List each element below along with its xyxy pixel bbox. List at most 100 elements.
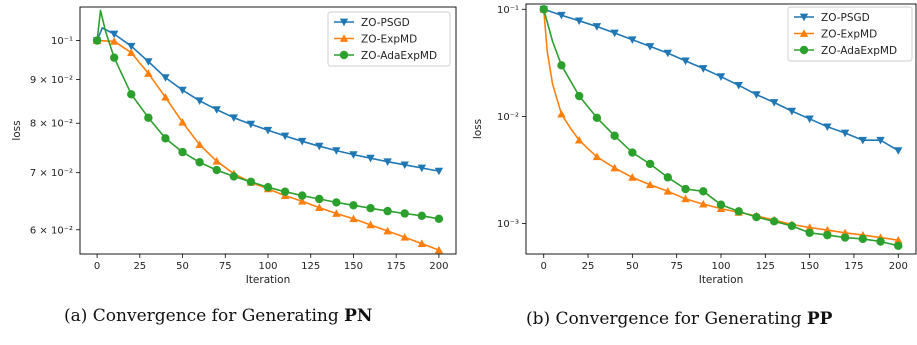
data-point-zo-adaexpmd <box>400 209 409 218</box>
data-point-zo-psgd <box>876 136 885 145</box>
data-point-zo-adaexpmd <box>434 214 444 224</box>
x-tick-label: 50 <box>176 261 189 272</box>
data-point-zo-expmd <box>417 239 427 247</box>
data-point-zo-expmd <box>894 235 903 244</box>
data-point-zo-psgd <box>280 132 290 141</box>
chart-panel-b: 0 25 50 75 100 125 150 175 200 10⁻¹ 10⁻² 10⁻³ Iterat… <box>472 3 917 286</box>
data-point-zo-adaexpmd <box>769 217 779 226</box>
data-point-zo-expmd <box>212 157 221 165</box>
x-axis-label: Iteration <box>699 274 744 286</box>
data-point-zo-adaexpmd <box>127 90 136 99</box>
data-point-zo-psgd <box>127 42 136 51</box>
data-point-zo-psgd <box>246 120 256 129</box>
data-point-zo-adaexpmd <box>417 211 427 221</box>
series-zo-psgd <box>539 5 903 155</box>
figure: 0 25 50 75 100 125 150 175 200 10⁻¹ 9 × 10⁻² 8 × 10… <box>11 3 917 286</box>
data-point-zo-psgd <box>297 137 307 146</box>
legend-marker-zo-adaexpmd <box>339 50 349 60</box>
legend-marker-zo-expmd <box>339 34 349 42</box>
data-point-zo-psgd <box>628 36 637 44</box>
y-tick-label: 6 × 10⁻² <box>30 225 73 236</box>
series-line-zo-adaexpmd <box>542 9 899 247</box>
series-zo-expmd <box>92 36 444 254</box>
x-tick-label: 175 <box>844 261 863 272</box>
y-tick-label: 10⁻¹ <box>497 5 519 16</box>
legend-label-zo-expmd: ZO-ExpMD <box>821 28 877 40</box>
y-tick-label: 9 × 10⁻² <box>30 75 73 86</box>
data-point-zo-expmd <box>297 197 307 205</box>
data-point-zo-adaexpmd <box>332 198 341 207</box>
data-point-zo-expmd <box>645 180 655 189</box>
data-point-zo-adaexpmd <box>315 194 324 204</box>
legend-box <box>787 6 913 62</box>
data-point-zo-psgd <box>840 129 850 138</box>
caption-a: (a) Convergence for Generating PN <box>64 306 372 326</box>
data-point-zo-psgd <box>263 126 273 135</box>
series-zo-adaexpmd <box>539 5 903 251</box>
data-point-zo-psgd <box>681 57 690 66</box>
legend-label-zo-psgd: ZO-PSGD <box>361 17 410 29</box>
data-point-zo-psgd <box>805 115 814 124</box>
caption-b-bold: PP <box>806 309 833 329</box>
x-tick-label: 200 <box>889 261 908 272</box>
x-tick-label: 100 <box>258 261 277 272</box>
data-point-zo-adaexpmd <box>592 113 602 123</box>
data-point-zo-psgd <box>787 107 797 116</box>
data-point-zo-adaexpmd <box>109 53 119 62</box>
data-point-zo-psgd <box>699 65 708 73</box>
data-point-zo-psgd <box>195 97 204 105</box>
legend: ZO-PSGD ZO-ExpMD ZO-AdaExpMD <box>787 6 913 62</box>
x-tick-label: 150 <box>344 261 363 272</box>
data-point-zo-adaexpmd <box>195 158 204 167</box>
x-tick-label: 200 <box>429 261 448 272</box>
data-point-zo-psgd <box>366 154 375 163</box>
chart-panel-a: 0 25 50 75 100 125 150 175 200 10⁻¹ 9 × 10⁻² 8 × 10… <box>11 6 457 286</box>
series-zo-expmd <box>539 5 903 244</box>
y-axis-label: loss <box>11 120 23 140</box>
data-point-zo-psgd <box>229 114 239 122</box>
data-point-zo-adaexpmd <box>681 184 690 194</box>
data-point-zo-psgd <box>417 164 427 173</box>
y-axis-label: loss <box>472 119 484 139</box>
legend-label-zo-psgd: ZO-PSGD <box>821 12 870 24</box>
data-point-zo-adaexpmd <box>894 241 903 251</box>
data-point-zo-adaexpmd <box>383 206 392 216</box>
x-tick-label: 150 <box>800 261 819 272</box>
legend-label-zo-expmd: ZO-ExpMD <box>361 33 417 45</box>
legend-marker-zo-expmd <box>799 29 809 37</box>
data-point-zo-expmd <box>574 135 584 144</box>
data-point-zo-psgd <box>823 123 832 132</box>
data-point-zo-psgd <box>434 167 444 176</box>
data-point-zo-psgd <box>894 147 903 155</box>
data-point-zo-expmd <box>195 140 204 149</box>
data-point-zo-expmd <box>592 152 602 161</box>
data-point-zo-adaexpmd <box>628 148 637 157</box>
data-point-zo-psgd <box>663 49 673 58</box>
legend-label-zo-adaexpmd: ZO-AdaExpMD <box>821 45 897 57</box>
data-point-zo-adaexpmd <box>92 36 102 45</box>
data-point-zo-psgd <box>178 86 187 95</box>
data-point-zo-psgd <box>144 58 153 66</box>
data-point-zo-adaexpmd <box>787 221 797 231</box>
data-point-zo-psgd <box>752 91 761 99</box>
series-zo-psgd <box>92 27 444 176</box>
x-tick-label: 25 <box>582 261 595 272</box>
data-point-zo-adaexpmd <box>297 191 307 200</box>
data-point-zo-expmd <box>610 163 619 172</box>
data-point-zo-psgd <box>161 74 170 82</box>
data-point-zo-psgd <box>645 43 655 51</box>
data-point-zo-psgd <box>315 142 324 151</box>
series-line-zo-psgd <box>96 27 440 172</box>
data-point-zo-adaexpmd <box>349 201 358 210</box>
data-point-zo-adaexpmd <box>574 91 584 101</box>
x-tick-label: 0 <box>541 261 547 272</box>
data-point-zo-adaexpmd <box>823 230 832 240</box>
data-point-zo-adaexpmd <box>144 113 153 122</box>
data-point-zo-expmd <box>434 245 444 254</box>
legend-marker-zo-psgd <box>339 18 349 27</box>
x-tick-label: 75 <box>219 261 232 272</box>
legend-marker-zo-psgd <box>799 13 809 22</box>
legend-marker-zo-adaexpmd <box>799 45 809 55</box>
data-point-zo-adaexpmd <box>178 147 187 157</box>
data-point-zo-expmd <box>400 233 409 241</box>
